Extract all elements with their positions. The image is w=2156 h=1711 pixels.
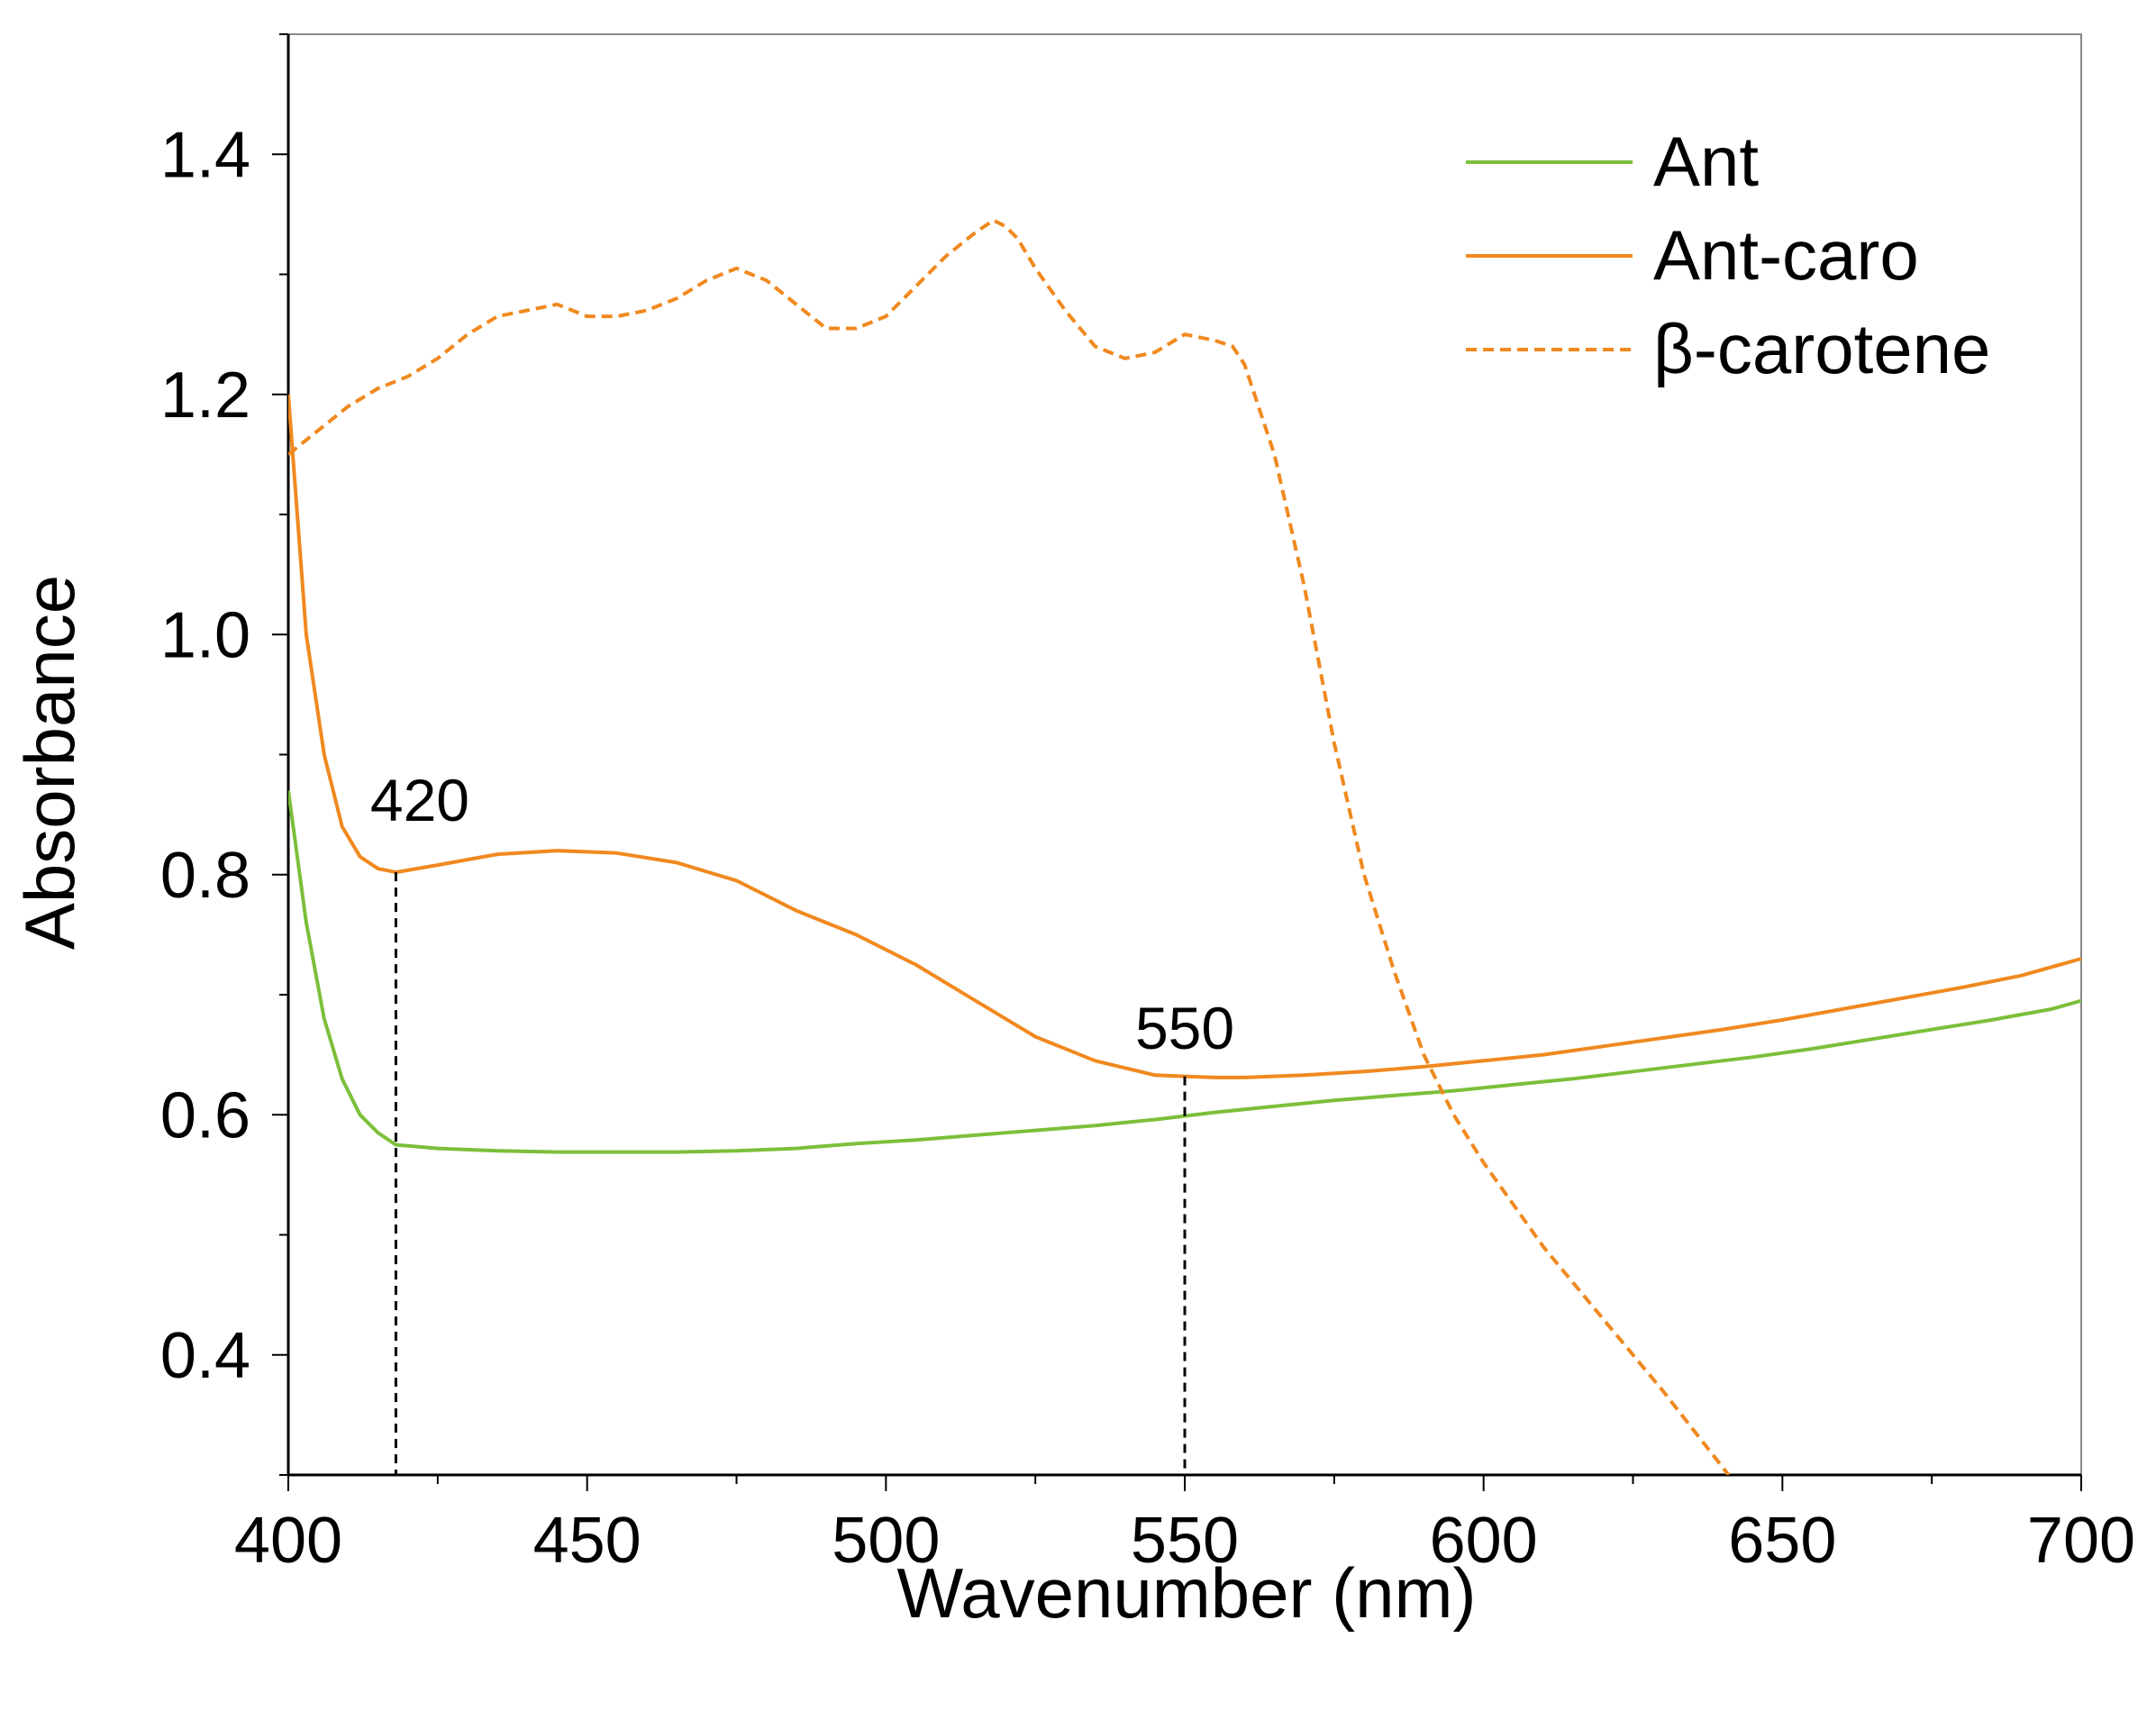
x-tick-label: 600 bbox=[1430, 1505, 1538, 1577]
legend-label: Ant bbox=[1653, 122, 1759, 201]
x-tick-label: 550 bbox=[1131, 1505, 1239, 1577]
annotation-label: 420 bbox=[370, 767, 469, 833]
legend-label: Ant-caro bbox=[1653, 215, 1919, 295]
y-axis-ticks: 0.4 0.6 0.8 1.0 1.2 1.4 bbox=[160, 33, 288, 1476]
x-tick-label: 400 bbox=[234, 1505, 342, 1577]
y-tick-label: 0.4 bbox=[160, 1320, 250, 1392]
series-line-0 bbox=[288, 790, 2081, 1154]
series-line-2 bbox=[288, 218, 1731, 1475]
annotation-label: 550 bbox=[1135, 995, 1234, 1061]
legend-label: β-carotene bbox=[1653, 309, 1990, 388]
y-tick-label: 0.8 bbox=[160, 840, 250, 912]
legend: Ant Ant-caro β-carotene bbox=[1466, 122, 1990, 388]
x-axis-ticks: 400 450 500 550 600 650 700 bbox=[234, 1475, 2135, 1577]
x-axis-title: Wavenumber (nm) bbox=[897, 1553, 1477, 1633]
series-line-1 bbox=[288, 394, 2081, 1079]
y-axis-title: Absorbance bbox=[10, 575, 89, 950]
x-tick-label: 500 bbox=[832, 1505, 940, 1577]
x-tick-label: 450 bbox=[533, 1505, 641, 1577]
y-tick-label: 1.2 bbox=[160, 359, 250, 432]
series-layer bbox=[288, 218, 2081, 1475]
x-tick-label: 650 bbox=[1728, 1505, 1836, 1577]
y-tick-label: 1.4 bbox=[160, 119, 250, 191]
annotation-layer: 420 550 bbox=[370, 767, 1234, 1475]
y-tick-label: 1.0 bbox=[160, 599, 250, 671]
x-tick-label: 700 bbox=[2027, 1505, 2135, 1577]
y-tick-label: 0.6 bbox=[160, 1079, 250, 1151]
